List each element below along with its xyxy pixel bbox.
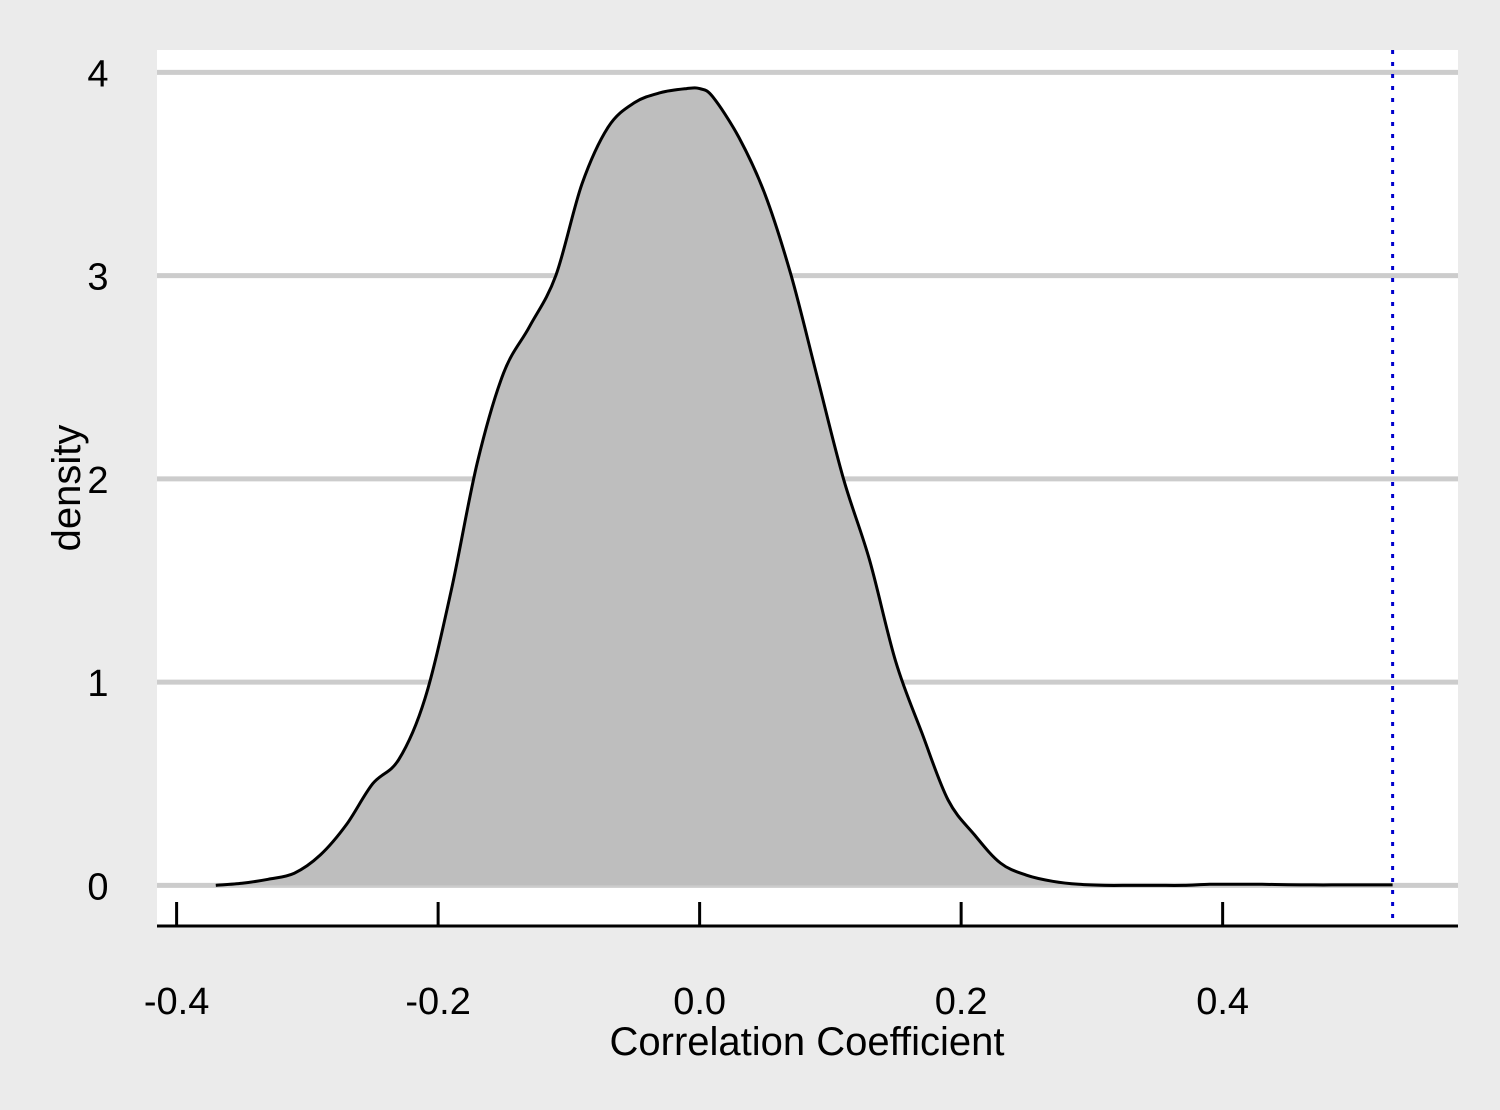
x-axis-title: Correlation Coefficient bbox=[609, 1020, 1004, 1064]
y-tick-label: 2 bbox=[87, 460, 108, 502]
x-tick-label: -0.4 bbox=[144, 981, 209, 1023]
x-tick-label: -0.2 bbox=[405, 981, 470, 1023]
y-tick-label: 1 bbox=[87, 663, 108, 705]
y-tick-label: 4 bbox=[87, 53, 108, 95]
y-tick-label: 0 bbox=[87, 866, 108, 908]
y-axis-ticks: 0 1 2 3 4 bbox=[87, 53, 108, 908]
density-area bbox=[215, 87, 1393, 886]
x-tick-label: 0.4 bbox=[1196, 981, 1249, 1023]
x-tick-label: 0.2 bbox=[935, 981, 988, 1023]
x-tick-label: 0.0 bbox=[673, 981, 726, 1023]
y-tick-label: 3 bbox=[87, 257, 108, 299]
density-curve bbox=[215, 86, 1393, 887]
y-axis-title: density bbox=[45, 425, 89, 552]
x-axis-ticks: -0.4 -0.2 0.0 0.2 0.4 bbox=[144, 902, 1249, 1023]
